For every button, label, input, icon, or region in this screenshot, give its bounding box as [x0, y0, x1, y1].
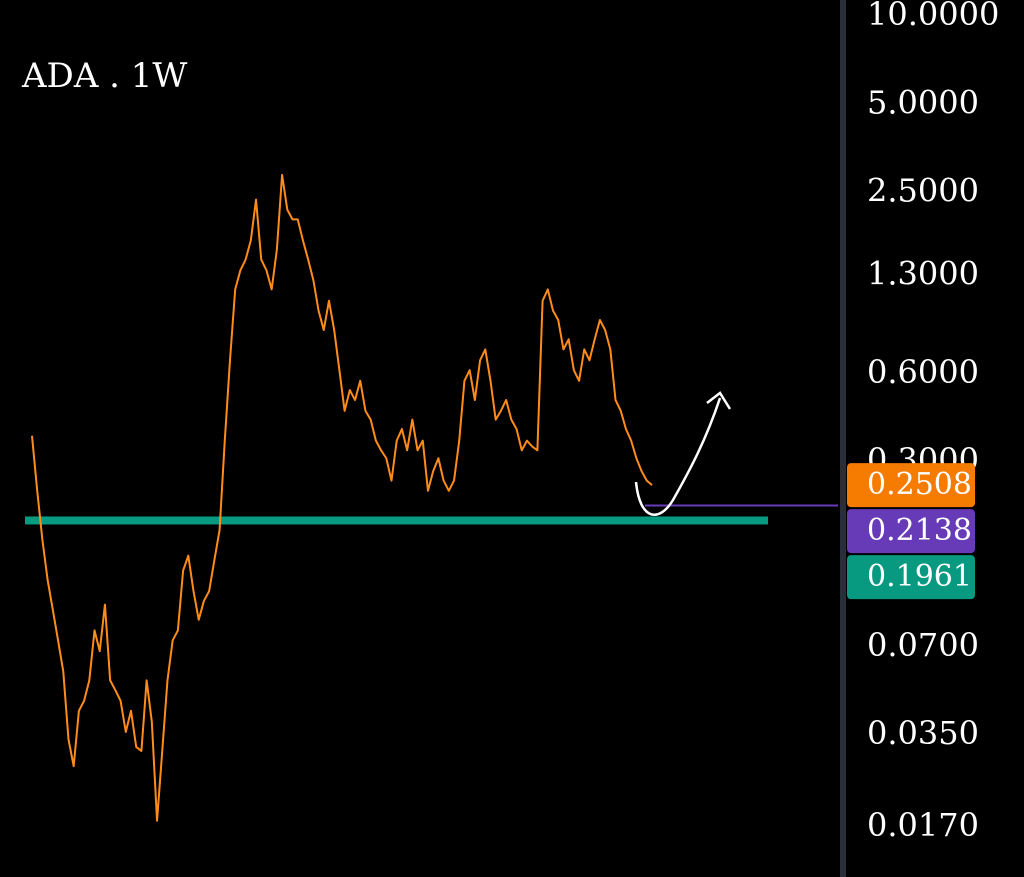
price-label: 0.2138 [867, 513, 972, 548]
y-axis: 10.00005.00002.50001.30000.60000.30000.0… [840, 0, 999, 844]
levels [25, 504, 838, 525]
arrow-annotation [634, 397, 722, 516]
y-tick-label: 2.5000 [867, 171, 979, 209]
price-line [31, 173, 653, 822]
y-tick-label: 0.0700 [867, 626, 979, 664]
y-tick-label: 0.6000 [867, 353, 979, 391]
axis-separator [840, 0, 846, 877]
price-label-box [847, 555, 975, 600]
price-label: 0.1961 [867, 559, 972, 594]
price-label-box [847, 463, 975, 508]
price-label-box [847, 509, 975, 554]
y-tick-label: 0.0350 [867, 714, 979, 752]
arrow-head [706, 391, 732, 410]
y-tick-label: 0.0170 [867, 806, 979, 844]
price-labels: 0.2508 0.2138 0.1961 [847, 463, 975, 600]
support-band [25, 516, 768, 525]
y-tick-label: 10.0000 [867, 0, 999, 33]
y-tick-label: 5.0000 [867, 83, 979, 121]
plot [31, 173, 653, 822]
price-label: 0.2508 [867, 467, 972, 502]
y-tick-label: 1.3000 [867, 255, 979, 293]
chart-title: ADA . 1W [21, 56, 187, 96]
